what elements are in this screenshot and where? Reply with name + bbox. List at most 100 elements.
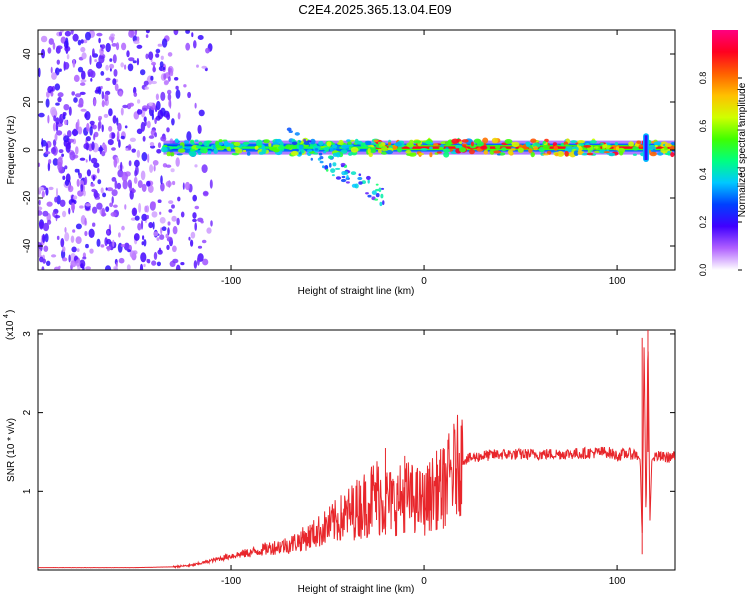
- y-tick-label: -20: [22, 190, 33, 205]
- streak-blob: [340, 162, 346, 167]
- noise-blob: [129, 250, 136, 259]
- noise-blob: [128, 160, 132, 167]
- noise-blob: [38, 199, 41, 206]
- noise-blob: [84, 176, 88, 186]
- noise-blob: [166, 127, 170, 133]
- band-blob: [417, 143, 422, 147]
- snr-scale-close: ): [5, 310, 16, 313]
- noise-blob: [93, 192, 100, 198]
- noise-blob: [117, 122, 122, 132]
- noise-blob: [77, 126, 83, 135]
- noise-blob: [106, 246, 112, 250]
- noise-blob: [62, 112, 67, 116]
- noise-blob: [175, 264, 181, 270]
- noise-blob: [157, 142, 162, 149]
- band-blob: [212, 144, 217, 149]
- noise-blob: [101, 151, 106, 157]
- noise-blob: [150, 75, 154, 81]
- band-blob: [223, 140, 229, 146]
- y-tick-label: 0: [22, 147, 33, 153]
- noise-blob: [176, 217, 180, 226]
- noise-blob: [111, 177, 117, 182]
- band-blob: [268, 143, 272, 147]
- streak-blob: [286, 127, 292, 132]
- noise-blob: [157, 249, 163, 255]
- band-blob: [608, 152, 616, 157]
- spectrogram-x-axis: -100 0 100: [221, 30, 626, 287]
- snr-y-axis: 1 2 3: [22, 331, 675, 494]
- band-blob: [554, 152, 559, 157]
- noise-blob: [86, 136, 91, 142]
- noise-blob: [187, 91, 192, 99]
- band-blob: [368, 152, 373, 158]
- band-blob: [565, 146, 573, 149]
- band-blob: [670, 142, 675, 145]
- streak-blob: [323, 151, 327, 154]
- band-blob: [614, 141, 619, 146]
- noise-blob: [63, 104, 70, 111]
- noise-blob: [77, 66, 84, 73]
- snr-line: [38, 347, 675, 569]
- band-blob: [619, 150, 624, 156]
- noise-blob: [82, 256, 87, 260]
- band-blob: [482, 137, 489, 144]
- band-blob: [418, 153, 424, 156]
- noise-blob: [70, 260, 77, 268]
- noise-blob: [109, 133, 112, 139]
- noise-blob: [65, 37, 69, 46]
- noise-blob: [55, 102, 60, 106]
- noise-blob: [146, 120, 151, 129]
- band-blob: [231, 152, 240, 156]
- colorbar-axis: 0.0 0.2 0.4 0.6 0.8: [698, 72, 742, 277]
- noise-blob: [72, 33, 79, 42]
- streak-blob: [345, 181, 350, 184]
- band-blob: [195, 145, 201, 149]
- noise-blob: [98, 55, 105, 64]
- x-tick-label: 100: [609, 276, 626, 287]
- noise-blob: [80, 82, 86, 86]
- band-blob: [444, 141, 452, 146]
- band-blob: [290, 150, 299, 156]
- band-blob: [386, 150, 393, 155]
- noise-blob: [110, 33, 116, 38]
- band-blob: [517, 147, 524, 153]
- band-blob: [354, 138, 359, 145]
- band-blob: [470, 141, 474, 147]
- noise-blob: [42, 222, 50, 232]
- noise-blob: [167, 52, 173, 57]
- noise-blob: [183, 84, 187, 88]
- noise-blob: [197, 35, 204, 40]
- streak-blob: [344, 171, 349, 175]
- noise-blob: [84, 111, 91, 121]
- noise-blob: [58, 31, 63, 37]
- band-blob: [184, 140, 190, 144]
- noise-blob: [92, 222, 96, 227]
- band-blob: [564, 147, 572, 153]
- noise-blob: [134, 30, 138, 36]
- noise-blob: [134, 169, 138, 177]
- noise-blob: [74, 168, 79, 173]
- snr-ylabel: SNR (10 * v/v): [6, 418, 17, 482]
- band-blob: [365, 141, 372, 146]
- colorbar-tick-label: 0.0: [698, 264, 708, 277]
- streak-blob: [291, 141, 298, 146]
- colorbar-label: Normalized spectral amplitude: [737, 82, 748, 217]
- noise-blob: [70, 235, 75, 243]
- noise-blob: [205, 47, 210, 54]
- band-blob: [653, 141, 662, 146]
- streak-blob: [341, 175, 346, 179]
- band-blob: [174, 138, 179, 143]
- band-blob: [442, 148, 451, 153]
- noise-blob: [127, 249, 131, 253]
- band-blob: [544, 138, 549, 143]
- noise-blob: [46, 201, 53, 207]
- band-blob: [586, 152, 594, 156]
- snr-x-axis: -100 0 100: [221, 330, 626, 587]
- band-blob: [553, 145, 558, 151]
- noise-blob: [191, 32, 194, 38]
- band-blob: [420, 148, 428, 151]
- noise-blob: [163, 80, 169, 86]
- band-blob: [408, 152, 417, 157]
- noise-blob: [67, 130, 72, 138]
- noise-blob: [72, 229, 76, 233]
